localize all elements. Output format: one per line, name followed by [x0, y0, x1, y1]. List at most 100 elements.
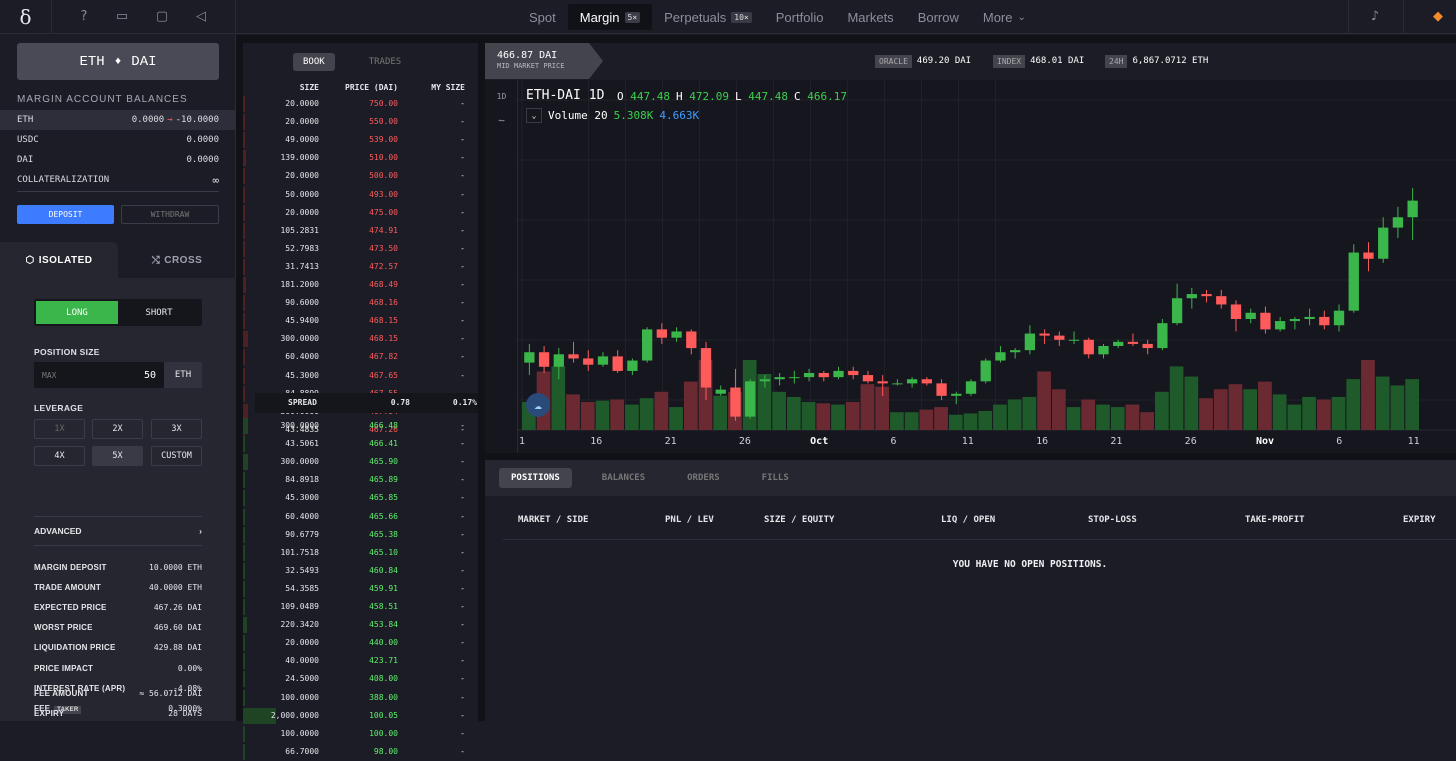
candle-body	[1378, 227, 1389, 259]
short-button[interactable]: SHORT	[145, 307, 173, 318]
nav-item-markets[interactable]: Markets	[835, 4, 905, 30]
metamask-fox-icon[interactable]: ◆	[1433, 9, 1443, 24]
ask-row[interactable]: 300.0000 468.15 -	[243, 330, 478, 348]
max-button[interactable]: MAX	[42, 370, 57, 380]
nav-item-margin[interactable]: Margin 5×	[567, 4, 653, 30]
ask-row[interactable]: 45.9400 468.15 -	[243, 312, 478, 330]
ask-row[interactable]: 50.0000 493.00 -	[243, 186, 478, 204]
bid-row[interactable]: 84.8918 465.89 -	[243, 471, 478, 489]
tab-isolated[interactable]: ⬡ ISOLATED	[0, 242, 118, 278]
price-chart[interactable]: 1D ∼ 1 16 21 26 Oct 6 11 16 21 26 Nov 6 11 ETH-DAI 1…	[485, 80, 1456, 453]
long-button[interactable]: LONG	[36, 301, 118, 324]
detail-fee-amount: FEE AMOUNT ≈ 56.0712 DAI	[34, 683, 202, 703]
candle-body	[1319, 316, 1330, 326]
chevron-down-icon[interactable]: ⌄	[526, 107, 542, 123]
bell-icon[interactable]: ♪	[1370, 9, 1380, 24]
bid-row[interactable]: 220.3420 453.84 -	[243, 616, 478, 634]
bid-row[interactable]: 43.5061 466.41 -	[243, 435, 478, 453]
volume-bar	[1169, 366, 1184, 430]
x-tick-label: Nov	[1256, 436, 1274, 447]
depth-bar	[243, 168, 245, 185]
interval-button[interactable]: 1D	[496, 92, 507, 101]
advanced-toggle[interactable]: ADVANCED ›	[34, 516, 202, 546]
bid-row[interactable]: 109.0489 458.51 -	[243, 598, 478, 616]
nav-item-portfolio[interactable]: Portfolio	[764, 4, 836, 30]
leverage-4x-button[interactable]: 4X	[34, 446, 85, 466]
ask-row[interactable]: 49.0000 539.00 -	[243, 131, 478, 149]
bid-row[interactable]: 54.3585 459.91 -	[243, 580, 478, 598]
help-icon[interactable]: ?	[80, 9, 88, 24]
tab-book[interactable]: BOOK	[293, 52, 335, 71]
bid-row[interactable]: 101.7518 465.10 -	[243, 544, 478, 562]
depth-bar	[243, 258, 245, 275]
bid-row[interactable]: 300.0000 465.90 -	[243, 453, 478, 471]
ask-row[interactable]: 20.0000 750.00 -	[243, 95, 478, 113]
balance-asset: COLLATERALIZATION	[17, 175, 110, 185]
size-unit-selector[interactable]: ETH	[164, 362, 202, 388]
ask-row[interactable]: 60.4000 467.82 -	[243, 348, 478, 366]
depth-bar	[243, 313, 245, 330]
nav-item-borrow[interactable]: Borrow	[906, 4, 971, 30]
tab-orders[interactable]: ORDERS	[687, 473, 720, 483]
tab-trades[interactable]: TRADES	[368, 56, 402, 67]
leverage-5x-button[interactable]: 5X	[92, 446, 143, 466]
megaphone-icon[interactable]: ◁	[196, 9, 206, 24]
nav-label: More	[982, 9, 1013, 25]
price-cell: 468.16	[369, 298, 398, 308]
nav-item-spot[interactable]: Spot	[517, 4, 568, 30]
ask-row[interactable]: 139.0000 510.00 -	[243, 149, 478, 167]
my-cell: -	[460, 602, 465, 611]
bid-row[interactable]: 32.5493 460.84 -	[243, 562, 478, 580]
trade-panel: ETH ♦ DAI MARGIN ACCOUNT BALANCES ETH 0.…	[0, 35, 236, 721]
tab-fills[interactable]: FILLS	[761, 473, 789, 483]
tradingview-logo-icon[interactable]: ☁	[526, 393, 550, 417]
bid-row[interactable]: 45.3000 465.85 -	[243, 489, 478, 507]
ask-row[interactable]: 90.6000 468.16 -	[243, 294, 478, 312]
ask-row[interactable]: 181.2000 468.49 -	[243, 276, 478, 294]
bid-row[interactable]: 100.0000 388.00 -	[243, 689, 478, 707]
candle-body	[1245, 312, 1256, 319]
wave-icon[interactable]: ∼	[498, 114, 505, 127]
deposit-button[interactable]: DEPOSIT	[17, 205, 114, 224]
bid-row[interactable]: 300.0000 466.48 -	[243, 417, 478, 435]
tab-balances[interactable]: BALANCES	[601, 473, 646, 483]
ask-row[interactable]: 20.0000 500.00 -	[243, 167, 478, 185]
ask-row[interactable]: 105.2831 474.91 -	[243, 222, 478, 240]
ask-row[interactable]: 52.7983 473.50 -	[243, 240, 478, 258]
bid-row[interactable]: 66.7000 98.00 -	[243, 743, 478, 761]
detail-key: EXPIRY	[34, 708, 65, 718]
volume-bar	[904, 412, 919, 430]
bid-row[interactable]: 100.0000 100.00 -	[243, 725, 478, 743]
chat-icon[interactable]: ▢	[155, 9, 169, 24]
price-cell: 100.05	[369, 710, 398, 720]
bid-row[interactable]: 40.0000 423.71 -	[243, 652, 478, 670]
bid-row[interactable]: 20.0000 440.00 -	[243, 634, 478, 652]
ask-row[interactable]: 20.0000 475.00 -	[243, 204, 478, 222]
ask-row[interactable]: 20.0000 550.00 -	[243, 113, 478, 131]
leverage-custom-button[interactable]: CUSTOM	[151, 446, 202, 466]
nav-item-more[interactable]: More ⌄	[971, 4, 1038, 30]
bid-row[interactable]: 90.6779 465.38 -	[243, 526, 478, 544]
bid-row[interactable]: 24.5000 408.00 -	[243, 670, 478, 688]
tab-positions[interactable]: POSITIONS	[499, 468, 572, 488]
dydx-logo[interactable]: δ	[0, 0, 52, 34]
leverage-2x-button[interactable]: 2X	[92, 419, 143, 439]
candlestick-chart[interactable]: 1 16 21 26 Oct 6 11 16 21 26 Nov 6 11	[518, 80, 1456, 453]
tab-cross[interactable]: ⤭ CROSS	[118, 242, 236, 278]
chart-title: ETH-DAI 1D	[526, 88, 604, 103]
volume-bar	[551, 366, 566, 430]
market-selector-button[interactable]: ETH ♦ DAI	[17, 43, 219, 80]
nav-item-perpetuals[interactable]: Perpetuals 10×	[652, 4, 764, 30]
bid-row[interactable]: 60.4000 465.66 -	[243, 508, 478, 526]
col-expiry: EXPIRY	[1403, 515, 1436, 525]
terminal-icon[interactable]: ▭	[115, 9, 129, 24]
leverage-1x-button[interactable]: 1X	[34, 419, 85, 439]
ask-row[interactable]: 31.7413 472.57 -	[243, 258, 478, 276]
size-cell: 100.0000	[280, 728, 319, 738]
ask-row[interactable]: 45.3000 467.65 -	[243, 367, 478, 385]
my-cell: -	[460, 475, 465, 485]
leverage-3x-button[interactable]: 3X	[151, 419, 202, 439]
bid-row[interactable]: 2,000.0000 100.05 -	[243, 707, 478, 725]
position-size-input[interactable]: MAX 50	[34, 362, 164, 388]
withdraw-button[interactable]: WITHDRAW	[121, 205, 219, 224]
